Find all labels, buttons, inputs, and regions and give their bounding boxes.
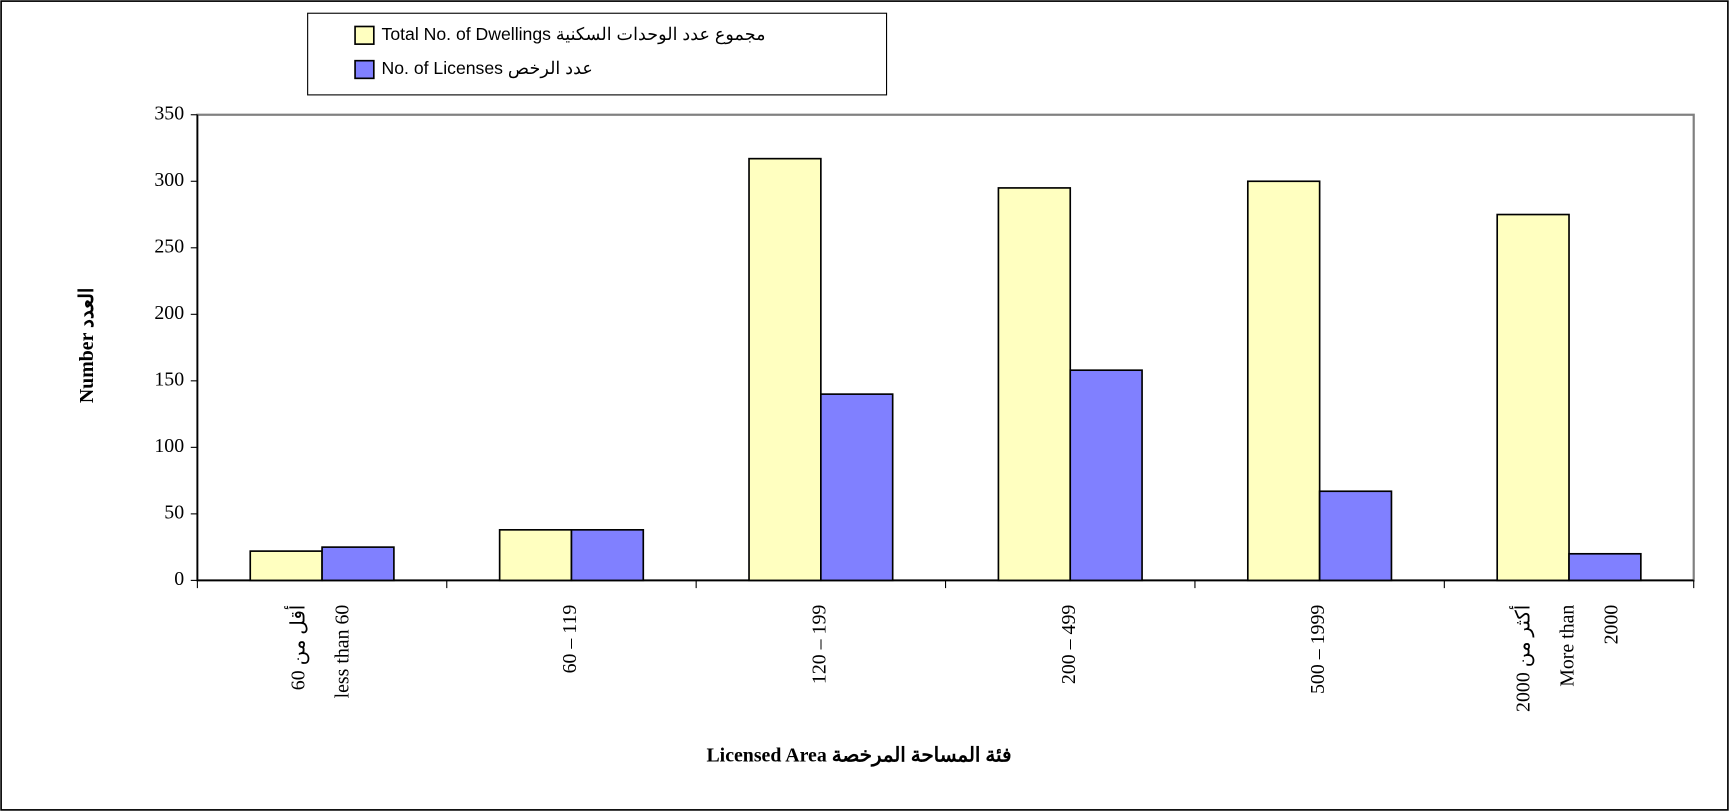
y-tick-label: 250 <box>154 235 184 257</box>
bar <box>498 529 573 582</box>
bar <box>820 393 894 582</box>
bar <box>1069 369 1143 582</box>
legend-label: No. of Licenses عدد الرخص <box>382 58 593 79</box>
x-tick-label: 500 – 1999 <box>1307 605 1329 694</box>
x-tick-label: 200 – 499 <box>1058 605 1080 684</box>
x-tick-label: less than 60 <box>332 605 354 699</box>
x-tick-label: 60 – 119 <box>559 605 581 674</box>
bar <box>748 157 822 582</box>
y-tick-label: 350 <box>154 102 184 124</box>
legend-label: Total No. of Dwellings مجموع عدد الوحدات… <box>382 24 766 45</box>
y-axis-title: Number العدد <box>76 288 98 404</box>
bar <box>1496 213 1570 582</box>
x-tick-label: 120 – 199 <box>808 605 830 684</box>
legend-swatch <box>354 59 375 80</box>
y-tick-label: 200 <box>154 302 184 324</box>
y-tick-label: 100 <box>154 435 184 457</box>
bar <box>1246 180 1321 582</box>
bar <box>1318 490 1393 582</box>
plot-area <box>196 113 1695 582</box>
x-axis-title: Licensed Area فئة المساحة المرخصة <box>706 744 1011 767</box>
legend-swatch <box>354 25 375 45</box>
x-tick-label: More than <box>1557 605 1579 687</box>
y-tick-label: 50 <box>164 501 184 523</box>
legend <box>307 12 888 96</box>
bar <box>249 550 323 582</box>
bar <box>1568 552 1642 582</box>
bar <box>321 546 395 582</box>
x-tick-label: أكثر من 2000 <box>1508 605 1534 712</box>
y-tick-label: 150 <box>154 368 184 390</box>
y-tick-label: 0 <box>174 568 184 590</box>
bar <box>570 529 645 582</box>
bar <box>997 187 1072 582</box>
x-tick-label: 2000 <box>1601 605 1623 645</box>
y-tick-label: 300 <box>154 169 184 191</box>
x-tick-label: أقل من 60 <box>284 605 310 691</box>
